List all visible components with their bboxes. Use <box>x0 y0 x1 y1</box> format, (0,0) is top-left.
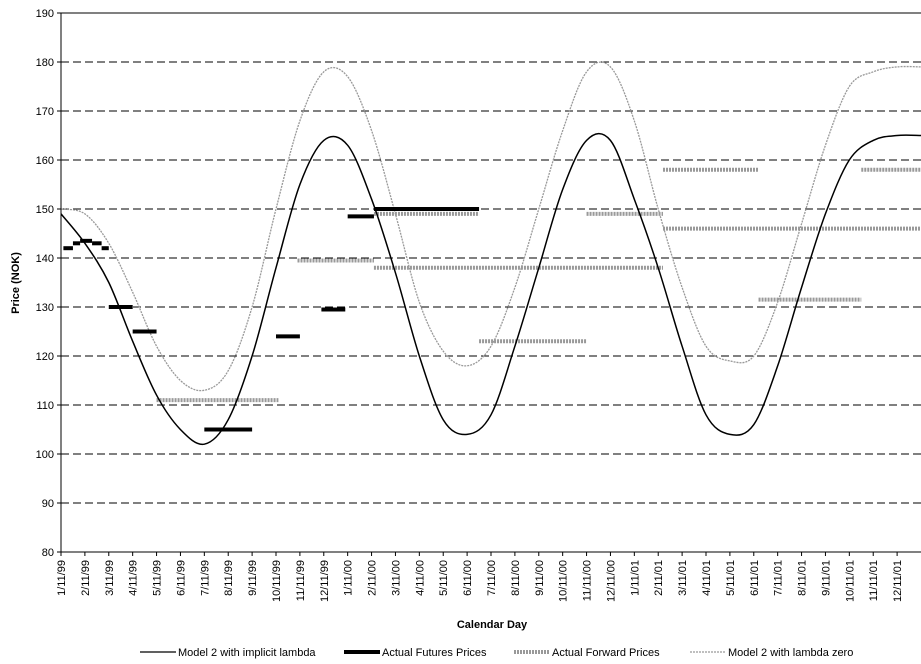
x-tick-label-27: 4/11/01 <box>701 560 713 596</box>
x-tick-label-5: 6/11/99 <box>175 560 187 596</box>
x-tick-labels: 1/11/99 2/11/99 3/11/99 4/11/99 5/11/99 6/11/… <box>56 560 904 602</box>
x-tick-label-29: 6/11/01 <box>749 560 761 596</box>
x-tick-label-21: 10/11/00 <box>558 560 570 602</box>
x-tick-label-31: 8/11/01 <box>797 560 809 596</box>
x-tick-label-3: 4/11/99 <box>128 560 140 596</box>
x-tick-label-22: 11/11/00 <box>582 560 594 601</box>
x-tick-label-11: 12/11/99 <box>319 560 331 602</box>
x-tick-label-35: 12/11/01 <box>892 560 904 602</box>
x-tick-label-32: 9/11/01 <box>820 560 832 596</box>
x-tick-label-7: 8/11/99 <box>223 560 235 596</box>
x-tick-label-10: 11/11/99 <box>295 560 307 601</box>
x-axis-title: Calendar Day <box>457 619 528 631</box>
x-tick-label-0: 1/11/99 <box>56 560 68 596</box>
series-line-lambda-zero <box>60 61 921 392</box>
y-tick-label-130: 130 <box>36 302 54 314</box>
y-tick-label-140: 140 <box>36 253 54 265</box>
y-tick-label-90: 90 <box>42 498 54 510</box>
x-tick-label-33: 10/11/01 <box>844 560 856 602</box>
x-tick-label-20: 9/11/00 <box>534 560 546 596</box>
y-tick-label-110: 110 <box>36 400 54 412</box>
y-tick-labels: 80 90 100 110 120 130 140 150 160 170 180 190 <box>36 8 54 559</box>
x-tick-label-19: 8/11/00 <box>510 560 522 596</box>
x-tick-label-13: 2/11/00 <box>367 560 379 596</box>
x-tick-label-8: 9/11/99 <box>247 560 259 596</box>
y-tick-label-100: 100 <box>36 449 54 461</box>
x-tick-label-24: 1/11/01 <box>629 560 641 596</box>
x-tick-label-15: 4/11/00 <box>414 560 426 596</box>
x-tick-label-4: 5/11/99 <box>152 560 164 596</box>
x-tick-label-28: 5/11/01 <box>725 560 737 596</box>
legend-label-2: Actual Forward Prices <box>552 647 660 659</box>
legend: Model 2 with implicit lambda Actual Futur… <box>140 647 853 659</box>
x-tick-label-2: 3/11/99 <box>104 560 116 596</box>
x-tick-label-9: 10/11/99 <box>271 560 283 602</box>
x-tick-label-17: 6/11/00 <box>462 560 474 596</box>
x-tick-label-14: 3/11/00 <box>390 560 402 596</box>
y-tick-label-180: 180 <box>36 57 54 69</box>
x-tick-label-34: 11/11/01 <box>868 560 880 601</box>
y-tick-label-120: 120 <box>36 351 54 363</box>
legend-label-3: Model 2 with lambda zero <box>728 647 853 659</box>
y-axis-title: Price (NOK) <box>10 252 22 314</box>
x-tick-label-30: 7/11/01 <box>773 560 785 596</box>
y-tick-label-80: 80 <box>42 547 54 559</box>
series-layer <box>60 61 921 446</box>
y-tick-label-170: 170 <box>36 106 54 118</box>
axes <box>57 12 921 556</box>
x-tick-label-1: 2/11/99 <box>80 560 92 596</box>
x-tick-label-6: 7/11/99 <box>199 560 211 596</box>
gridlines <box>61 61 921 504</box>
x-tick-label-26: 3/11/01 <box>677 560 689 596</box>
legend-label-0: Model 2 with implicit lambda <box>178 647 316 659</box>
x-tick-label-25: 2/11/01 <box>653 560 665 596</box>
y-tick-label-190: 190 <box>36 8 54 20</box>
x-tick-label-16: 5/11/00 <box>438 560 450 596</box>
y-tick-label-150: 150 <box>36 204 54 216</box>
y-tick-label-160: 160 <box>36 155 54 167</box>
x-tick-label-12: 1/11/00 <box>343 560 355 596</box>
x-tick-label-23: 12/11/00 <box>605 560 617 602</box>
series-line-implicit-lambda <box>60 132 921 446</box>
legend-label-1: Actual Futures Prices <box>382 647 487 659</box>
x-tick-label-18: 7/11/00 <box>486 560 498 596</box>
